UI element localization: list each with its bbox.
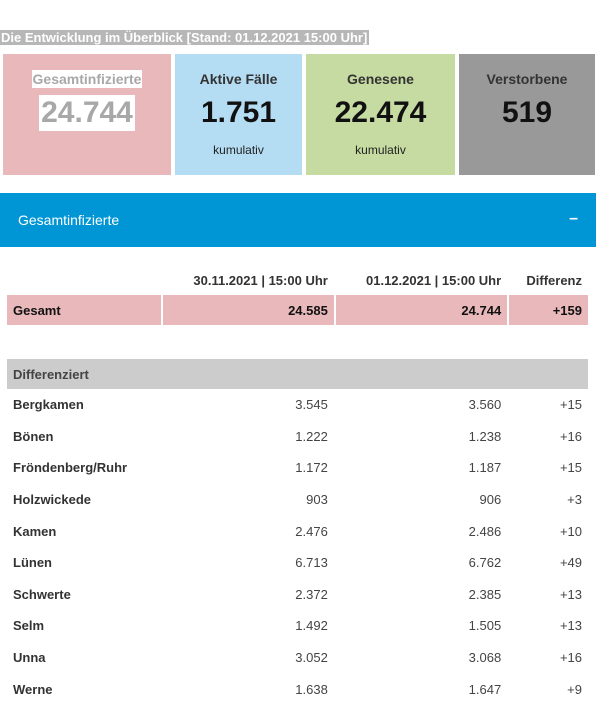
table-row: Unna 3.052 3.068 +16 (7, 642, 588, 674)
row-prev: 1.492 (295, 618, 328, 634)
row-diff: +10 (559, 523, 582, 539)
table-row: Fröndenberg/Ruhr 1.172 1.187 +15 (7, 452, 588, 484)
row-prev: 2.476 (295, 523, 328, 539)
row-curr: 1.187 (468, 460, 502, 476)
section-header-row: Differenziert (7, 359, 588, 389)
row-prev: 1.222 (295, 428, 328, 444)
row-prev: 3.052 (295, 650, 328, 666)
row-name: Bergkamen (13, 397, 84, 413)
row-prev: 3.545 (295, 397, 328, 413)
page-title: Die Entwicklung im Überblick [Stand: 01.… (0, 30, 370, 45)
row-name: Kamen (13, 523, 57, 539)
table-row: Kamen 2.476 2.486 +10 (7, 515, 588, 547)
row-prev: 1.172 (295, 460, 328, 476)
table-row: Selm 1.492 1.505 +13 (7, 610, 588, 642)
row-diff: +16 (559, 428, 582, 444)
row-curr: 3.560 (468, 397, 502, 413)
row-curr: 1.238 (468, 428, 502, 444)
row-diff: +3 (567, 492, 582, 508)
row-diff: +49 (559, 555, 582, 571)
table-row: Lünen 6.713 6.762 +49 (7, 547, 588, 579)
total-row: Gesamt 24.585 24.744 +159 (7, 295, 588, 325)
tile-active-label: Aktive Fälle (199, 71, 278, 87)
tile-total-value: 24.744 (39, 95, 135, 131)
accordion-total-infected[interactable]: Gesamtinfizierte – (0, 193, 596, 247)
row-name: Fröndenberg/Ruhr (13, 460, 128, 476)
tile-deceased: Verstorbene 519 (458, 53, 596, 176)
tile-deceased-value: 519 (501, 96, 553, 129)
row-diff: +13 (559, 618, 582, 634)
row-curr: 2.486 (468, 523, 502, 539)
row-name: Schwerte (13, 586, 71, 602)
total-curr: 24.744 (335, 295, 508, 325)
table-row: Werne 1.638 1.647 +9 (7, 673, 588, 705)
row-name: Selm (13, 618, 45, 634)
table-row: Schwerte 2.372 2.385 +13 (7, 579, 588, 611)
row-curr: 906 (479, 492, 502, 508)
row-curr: 1.505 (468, 618, 502, 634)
row-prev: 6.713 (295, 555, 328, 571)
section-label: Differenziert (7, 359, 588, 389)
row-name: Unna (13, 650, 46, 666)
tile-recovered-sub: kumulativ (355, 143, 406, 157)
row-name: Lünen (13, 555, 52, 571)
row-diff: +9 (567, 681, 582, 697)
total-prev: 24.585 (162, 295, 334, 325)
table-row: Holzwickede 903 906 +3 (7, 484, 588, 516)
row-prev: 2.372 (295, 586, 328, 602)
row-prev: 1.638 (295, 681, 328, 697)
row-name: Bönen (13, 428, 54, 444)
tile-active-cases: Aktive Fälle 1.751 kumulativ (174, 53, 303, 176)
collapse-icon[interactable]: – (569, 210, 578, 227)
tile-total-infected: Gesamtinfizierte 24.744 (2, 53, 172, 176)
row-name: Werne (13, 681, 53, 697)
row-diff: +16 (559, 650, 582, 666)
tile-recovered: Genesene 22.474 kumulativ (305, 53, 456, 176)
spacer-row (7, 325, 588, 359)
total-label: Gesamt (7, 295, 161, 325)
row-curr: 1.647 (468, 681, 502, 697)
table-header-row: 30.11.2021 | 15:00 Uhr 01.12.2021 | 15:0… (7, 265, 588, 295)
row-curr: 2.385 (468, 586, 502, 602)
row-diff: +15 (559, 460, 582, 476)
header-curr-date: 01.12.2021 | 15:00 Uhr (366, 272, 502, 288)
header-name (7, 265, 161, 295)
row-diff: +15 (559, 397, 582, 413)
row-diff: +13 (559, 586, 582, 602)
tile-total-label: Gesamtinfizierte (31, 70, 143, 88)
row-curr: 6.762 (468, 555, 502, 571)
row-prev: 903 (306, 492, 328, 508)
tile-recovered-value: 22.474 (334, 96, 427, 129)
tile-deceased-label: Verstorbene (486, 71, 568, 87)
row-curr: 3.068 (468, 650, 502, 666)
header-difference: Differenz (526, 272, 582, 288)
tile-active-value: 1.751 (200, 96, 277, 129)
table-row: Bönen 1.222 1.238 +16 (7, 421, 588, 453)
tile-active-sub: kumulativ (213, 143, 264, 157)
row-name: Holzwickede (13, 492, 92, 508)
tile-recovered-label: Genesene (347, 71, 414, 87)
table-row: Bergkamen 3.545 3.560 +15 (7, 389, 588, 421)
summary-tiles: Gesamtinfizierte 24.744 Aktive Fälle 1.7… (0, 53, 596, 176)
infection-table: 30.11.2021 | 15:00 Uhr 01.12.2021 | 15:0… (5, 265, 590, 705)
accordion-title: Gesamtinfizierte (18, 212, 120, 228)
header-prev-date: 30.11.2021 | 15:00 Uhr (193, 272, 328, 288)
total-diff: +159 (509, 295, 588, 325)
